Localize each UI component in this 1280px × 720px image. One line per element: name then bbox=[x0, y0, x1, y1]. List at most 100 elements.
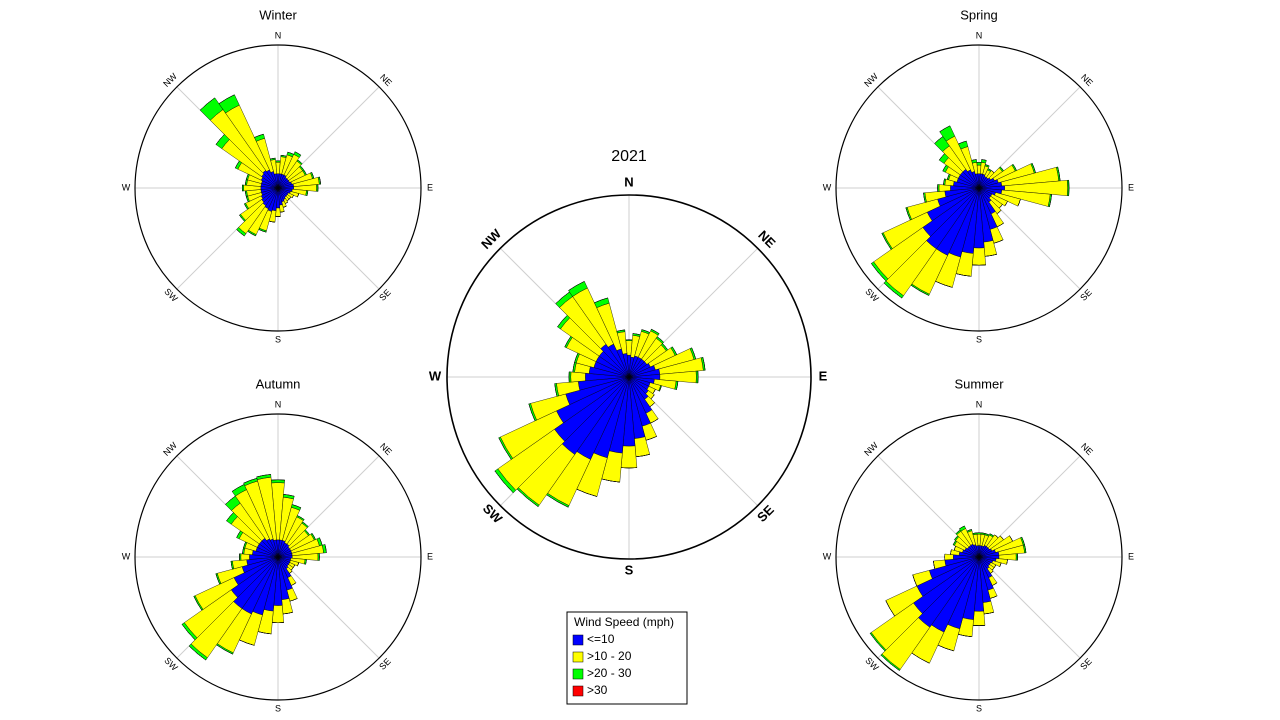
direction-label: NE bbox=[755, 227, 779, 251]
direction-label: NE bbox=[378, 72, 394, 88]
wind-bar bbox=[272, 605, 284, 623]
direction-label: W bbox=[823, 182, 832, 192]
wind-bar bbox=[568, 281, 585, 291]
wind-bar bbox=[297, 562, 299, 567]
direction-label: W bbox=[823, 551, 832, 561]
outer-ring bbox=[446, 194, 812, 560]
wind-bar bbox=[294, 151, 302, 156]
wind-bar bbox=[972, 610, 986, 626]
wind-bar bbox=[971, 159, 977, 161]
chart-title: Summer bbox=[954, 376, 1004, 391]
direction-label: NW bbox=[862, 71, 880, 89]
wind-bar bbox=[570, 371, 586, 383]
direction-label: S bbox=[976, 703, 982, 713]
wind-bar bbox=[620, 445, 638, 469]
wind-bar bbox=[240, 553, 250, 561]
direction-label: E bbox=[1128, 551, 1134, 561]
direction-label: S bbox=[275, 703, 281, 713]
wind-bar bbox=[938, 184, 951, 192]
legend-swatch bbox=[572, 668, 584, 680]
direction-label: E bbox=[1128, 182, 1134, 192]
wind-bar bbox=[869, 633, 886, 652]
wind-bar bbox=[972, 247, 986, 266]
direction-label: E bbox=[427, 551, 433, 561]
wind-bar bbox=[651, 328, 660, 334]
direction-label: E bbox=[819, 368, 828, 383]
wind-bar bbox=[972, 532, 977, 534]
wind-bar bbox=[885, 600, 895, 617]
direction-label: W bbox=[122, 182, 131, 192]
wind-bar bbox=[676, 381, 679, 390]
direction-label: N bbox=[976, 30, 983, 40]
direction-label: SE bbox=[377, 287, 393, 303]
legend-label: <=10 bbox=[587, 632, 615, 646]
wind-bar bbox=[1006, 559, 1008, 565]
wind-bar bbox=[230, 561, 233, 570]
wind-bar bbox=[958, 140, 967, 145]
direction-label: W bbox=[429, 368, 442, 383]
direction-label: NW bbox=[862, 440, 880, 458]
direction-label: SE bbox=[1078, 287, 1094, 303]
direction-label: N bbox=[624, 174, 633, 189]
wind-bar bbox=[271, 479, 285, 484]
direction-label: N bbox=[976, 399, 983, 409]
legend-label: >30 bbox=[587, 683, 608, 697]
legend-swatch bbox=[572, 685, 584, 697]
chart-title: Spring bbox=[960, 7, 998, 22]
wind-bar bbox=[981, 159, 987, 161]
wind-bar bbox=[236, 229, 245, 237]
wind-bar bbox=[181, 624, 196, 641]
wind-bar bbox=[302, 521, 309, 527]
wind-bar bbox=[950, 549, 952, 555]
wind-bar bbox=[306, 190, 309, 196]
legend: Wind Speed (mph) <=10 >10 - 20 >20 - 30 >30 bbox=[566, 611, 688, 705]
wind-bar bbox=[218, 94, 235, 104]
direction-label: E bbox=[427, 182, 433, 192]
grid-line bbox=[978, 556, 1081, 659]
wind-bar bbox=[554, 383, 558, 397]
direction-label: S bbox=[976, 334, 982, 344]
direction-label: NW bbox=[161, 440, 179, 458]
wind-bar bbox=[305, 559, 307, 565]
wind-bar bbox=[657, 336, 664, 343]
wind-bar bbox=[1024, 544, 1027, 553]
wind-bar bbox=[939, 125, 951, 132]
wind-bar bbox=[871, 263, 887, 282]
direction-label: S bbox=[275, 334, 281, 344]
direction-label: NW bbox=[161, 71, 179, 89]
wind-bar bbox=[923, 192, 926, 203]
outer-ring bbox=[835, 413, 1123, 701]
grid-line bbox=[277, 556, 380, 659]
wind-bar bbox=[188, 645, 206, 661]
grid-line bbox=[277, 187, 380, 290]
legend-swatch bbox=[572, 634, 584, 646]
direction-label: SE bbox=[377, 656, 393, 672]
wind-bar bbox=[982, 600, 995, 615]
wind-bar bbox=[1017, 199, 1021, 207]
wind-bar bbox=[883, 282, 903, 299]
wind-bar bbox=[256, 474, 271, 478]
legend-swatch bbox=[572, 651, 584, 663]
outer-ring bbox=[134, 413, 422, 701]
direction-label: N bbox=[275, 30, 282, 40]
legend-box bbox=[566, 611, 688, 705]
direction-label: S bbox=[625, 562, 634, 577]
chart-title: Winter bbox=[259, 7, 297, 22]
wind-bar bbox=[292, 504, 302, 508]
legend-label: >10 - 20 bbox=[587, 649, 632, 663]
wind-bar bbox=[215, 573, 220, 585]
wind-bar bbox=[880, 654, 900, 671]
wind-bar bbox=[999, 562, 1002, 567]
direction-label: NE bbox=[378, 441, 394, 457]
legend-label: >20 - 30 bbox=[587, 666, 632, 680]
wind-bar bbox=[297, 159, 303, 164]
legend-title: Wind Speed (mph) bbox=[574, 615, 674, 629]
wind-bar bbox=[976, 162, 982, 166]
direction-label: NE bbox=[1079, 72, 1095, 88]
